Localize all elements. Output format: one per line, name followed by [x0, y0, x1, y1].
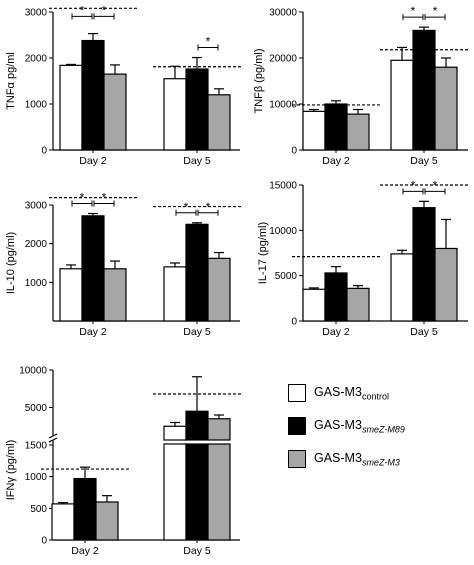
chart-panel-1: 0 10000 20000 30000 TNFβ (pg/ml) Day 2 Day 5 * * — [253, 4, 468, 167]
bar — [412, 29, 436, 151]
legend: GAS-M3control GAS-M3smeZ-M89 GAS-M3smeZ-… — [288, 380, 468, 479]
y-tick-label: 30000 — [269, 8, 297, 19]
x-tick-label: Day 5 — [410, 155, 438, 167]
significance-star: * — [206, 200, 211, 214]
bar — [207, 257, 231, 322]
y-tick-label: 500 — [30, 504, 47, 515]
bar — [434, 66, 458, 151]
bar — [302, 288, 326, 322]
y-tick-label: 5000 — [25, 403, 48, 414]
bar — [163, 78, 187, 151]
y-tick-label: 10000 — [19, 366, 47, 377]
y-tick-label: 1000 — [25, 472, 48, 483]
y-tick-label: 3000 — [25, 8, 48, 19]
y-axis-label: IL-17 (pg/ml) — [257, 222, 269, 284]
y-tick-label: 1000 — [25, 100, 48, 111]
bar — [207, 94, 231, 151]
chart-panel-4: 0 500 1000 1500 5000 10000 IFNγ (pg/ml) Day 2 Da… — [5, 366, 241, 557]
y-tick-label: 10000 — [269, 100, 297, 111]
bar — [73, 477, 97, 541]
legend-label-control: GAS-M3control — [314, 384, 389, 402]
x-tick-label: Day 2 — [322, 155, 350, 167]
x-tick-label: Day 5 — [410, 326, 438, 338]
bar — [302, 110, 326, 151]
y-tick-label: 20000 — [269, 54, 297, 65]
bar — [51, 503, 75, 541]
bar — [185, 223, 209, 322]
y-tick-label: 0 — [291, 146, 297, 157]
legend-label-smez-m89: GAS-M3smeZ-M89 — [314, 417, 405, 435]
significance-star: * — [80, 191, 85, 205]
y-tick-label: 15000 — [269, 181, 297, 192]
bar — [59, 64, 83, 151]
bar — [59, 268, 83, 322]
significance-star: * — [102, 3, 107, 17]
y-tick-label: 5000 — [275, 271, 298, 282]
chart-panel-3: 0 5000 10000 15000 IL-17 (pg/ml) Day 2 Day 5 * * — [257, 178, 468, 338]
x-tick-label: Day 5 — [183, 326, 211, 338]
bar — [207, 418, 231, 441]
y-tick-label: 1000 — [25, 278, 48, 289]
x-tick-label: Day 5 — [183, 155, 211, 167]
bar — [163, 443, 187, 541]
x-tick-label: Day 2 — [71, 545, 99, 557]
bar — [412, 207, 436, 322]
y-axis-label: TNFβ (pg/ml) — [253, 49, 265, 114]
x-tick-label: Day 2 — [79, 326, 107, 338]
significance-star: * — [411, 4, 416, 18]
legend-swatch-smez-m3 — [288, 450, 306, 468]
bar — [81, 39, 105, 151]
bar — [390, 59, 414, 151]
y-tick-label: 10000 — [269, 226, 297, 237]
bar — [434, 247, 458, 322]
legend-label-smez-m3: GAS-M3smeZ-M3 — [314, 450, 400, 468]
significance-star: * — [433, 178, 438, 192]
significance-star: * — [102, 191, 107, 205]
y-axis-label: IL-10 (pg/ml) — [5, 232, 17, 294]
significance-star: * — [184, 200, 189, 214]
chart-panel-0: 0 1000 2000 3000 TNFα pg/ml Day 2 Day 5 * * * — [5, 3, 241, 167]
legend-item-smez-m89: GAS-M3smeZ-M89 — [288, 413, 468, 439]
y-axis-label: TNFα pg/ml — [5, 52, 17, 110]
legend-swatch-smez-m89 — [288, 417, 306, 435]
axis-break-mark — [48, 433, 58, 439]
y-tick-label: 1500 — [25, 441, 48, 452]
bar — [103, 268, 127, 322]
x-tick-label: Day 2 — [79, 155, 107, 167]
bar — [207, 443, 231, 541]
significance-star: * — [206, 35, 211, 49]
x-tick-label: Day 2 — [322, 326, 350, 338]
bar — [185, 443, 209, 541]
y-tick-label: 2000 — [25, 54, 48, 65]
chart-panel-2: 1000 2000 3000 IL-10 (pg/ml) Day 2 Day 5 * * * * — [5, 191, 241, 338]
x-tick-label: Day 5 — [183, 545, 211, 557]
bar — [346, 287, 370, 322]
y-tick-label: 0 — [41, 146, 47, 157]
axis-break-mark — [48, 437, 58, 443]
bar — [81, 215, 105, 322]
bar — [346, 113, 370, 151]
legend-item-control: GAS-M3control — [288, 380, 468, 406]
bar — [103, 73, 127, 151]
bar — [324, 103, 348, 151]
bar — [95, 501, 119, 541]
bar — [163, 266, 187, 322]
significance-star: * — [411, 178, 416, 192]
bar — [324, 272, 348, 322]
bar — [390, 253, 414, 322]
y-tick-label: 0 — [41, 536, 47, 547]
bar — [185, 410, 209, 441]
y-axis-label: IFNγ (pg/ml) — [5, 440, 17, 501]
bar — [185, 68, 209, 151]
significance-star: * — [80, 3, 85, 17]
y-tick-label: 3000 — [25, 201, 48, 212]
y-tick-label: 0 — [291, 317, 297, 328]
bar — [163, 425, 187, 441]
y-tick-label: 2000 — [25, 239, 48, 250]
significance-star: * — [433, 4, 438, 18]
legend-swatch-control — [288, 384, 306, 402]
legend-item-smez-m3: GAS-M3smeZ-M3 — [288, 446, 468, 472]
